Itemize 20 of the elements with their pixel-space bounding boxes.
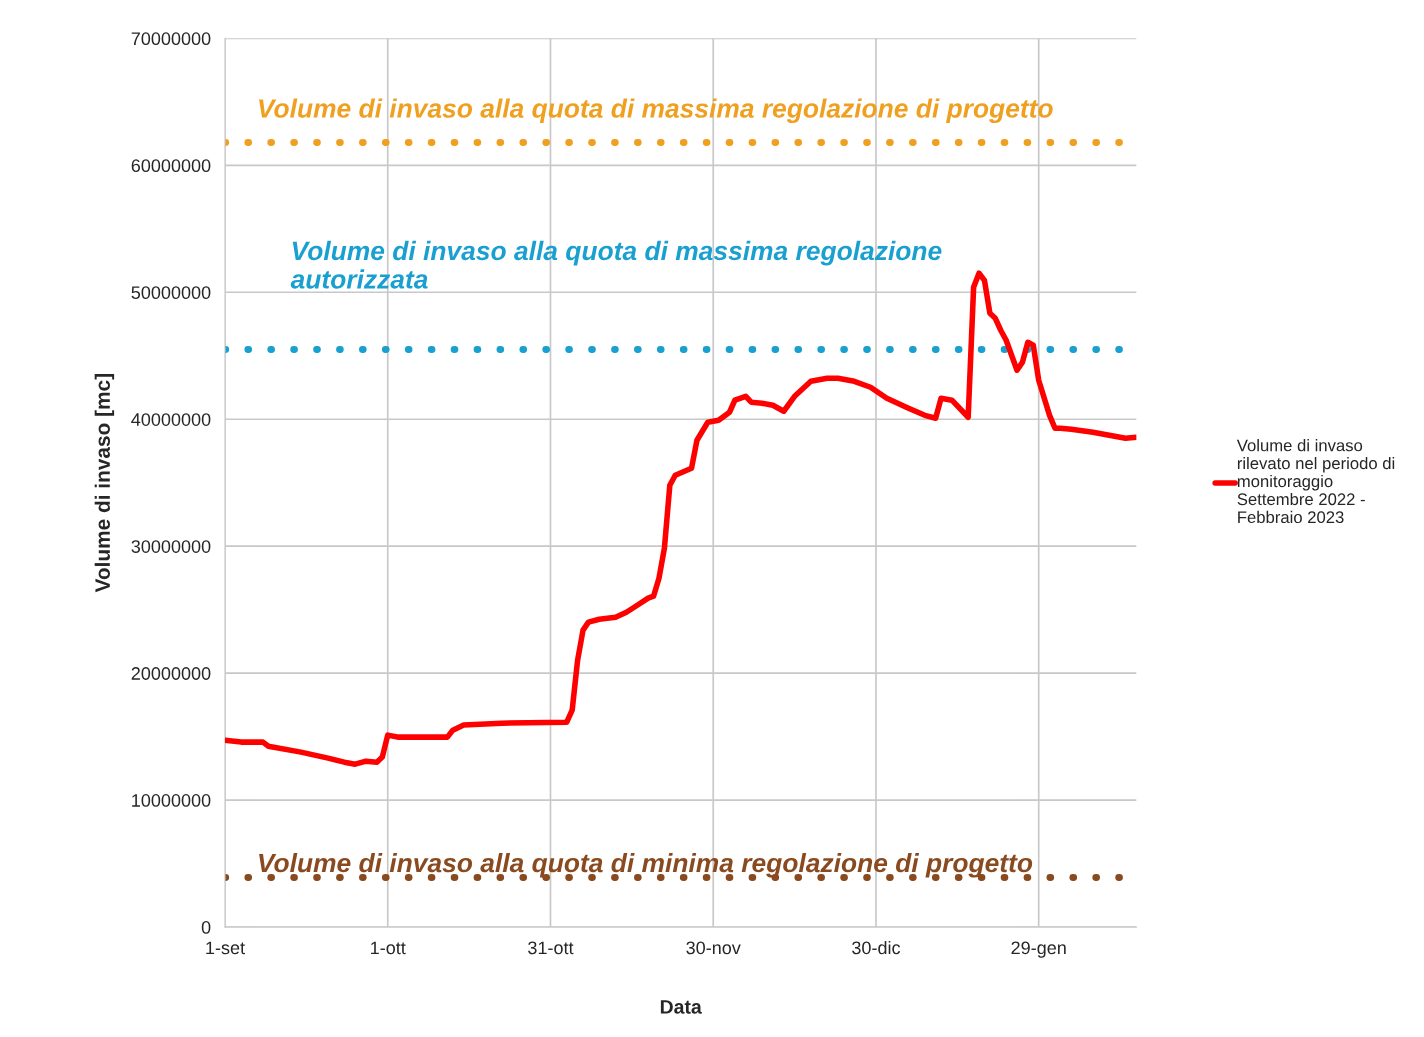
y-tick-label: 20000000 (131, 667, 211, 680)
y-tick-label: 60000000 (131, 159, 211, 173)
y-tick-label: 70000000 (131, 32, 211, 46)
ref-line-label: Volume di invaso alla quota di massima regolazione autorizzata (290, 240, 942, 289)
x-tick-label: 1-ott (371, 941, 406, 955)
x-axis-title: Data (660, 1000, 702, 1014)
y-tick-label: 40000000 (131, 413, 211, 426)
y-tick-label: 10000000 (132, 794, 211, 807)
x-tick-label: 1-set (206, 941, 245, 955)
y-tick-label: 50000000 (131, 286, 211, 300)
y-tick-label: 30000000 (131, 540, 211, 553)
y-tick-label: 0 (201, 921, 211, 934)
legend-label: Volume di invaso rilevato nel periodo di monitoraggio Settembre 2022 - Febbraio 2023 (1236, 439, 1395, 524)
x-tick-label: 29-gen (1011, 941, 1066, 958)
x-tick-label: 30-dic (852, 940, 901, 955)
ref-line-label: Volume di invaso alla quota di massima regolazione di progetto (259, 98, 1053, 124)
x-tick-label: 31-ott (528, 941, 574, 955)
ref-line-label: Volume di invaso alla quota di minima regolazione di progetto (259, 852, 1033, 878)
y-axis-title: Volume di invaso [mc] (94, 374, 115, 593)
x-tick-label: 30-nov (686, 941, 741, 955)
